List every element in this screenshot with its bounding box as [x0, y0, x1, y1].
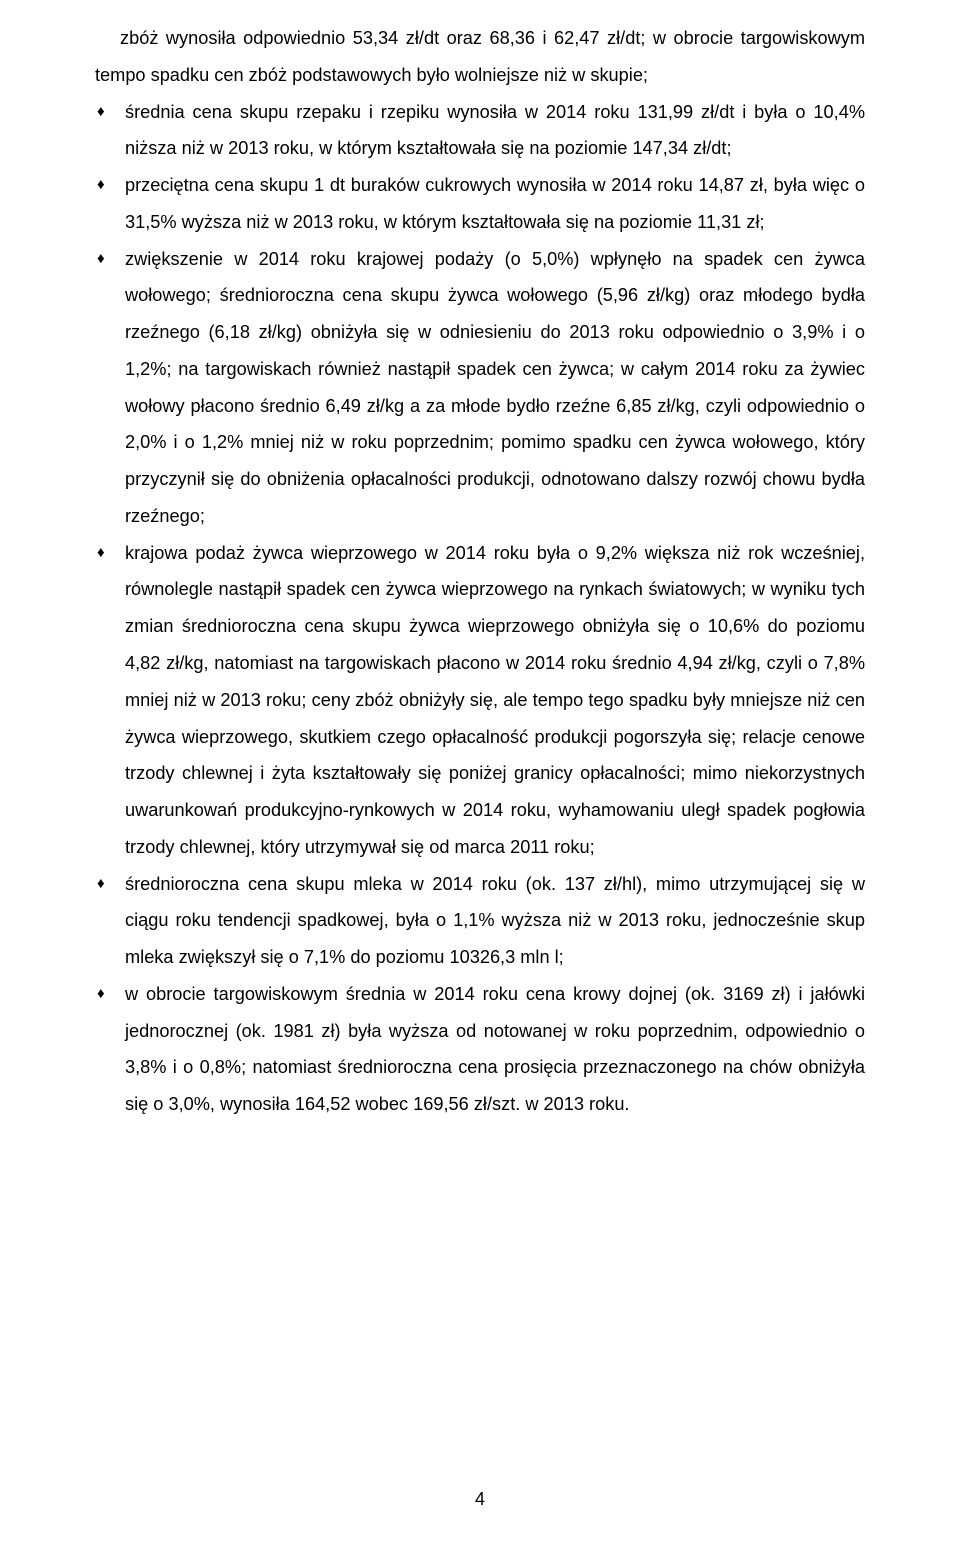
list-item: średnia cena skupu rzepaku i rzepiku wyn…	[95, 94, 865, 168]
bullet-list: średnia cena skupu rzepaku i rzepiku wyn…	[95, 94, 865, 1123]
page-number: 4	[0, 1481, 960, 1517]
list-item: zwiększenie w 2014 roku krajowej podaży …	[95, 241, 865, 535]
list-item: średnioroczna cena skupu mleka w 2014 ro…	[95, 866, 865, 976]
document-page: zbóż wynosiła odpowiednio 53,34 zł/dt or…	[0, 0, 960, 1541]
lead-paragraph: zbóż wynosiła odpowiednio 53,34 zł/dt or…	[95, 20, 865, 94]
list-item: w obrocie targowiskowym średnia w 2014 r…	[95, 976, 865, 1123]
list-item: przeciętna cena skupu 1 dt buraków cukro…	[95, 167, 865, 241]
list-item: krajowa podaż żywca wieprzowego w 2014 r…	[95, 535, 865, 866]
